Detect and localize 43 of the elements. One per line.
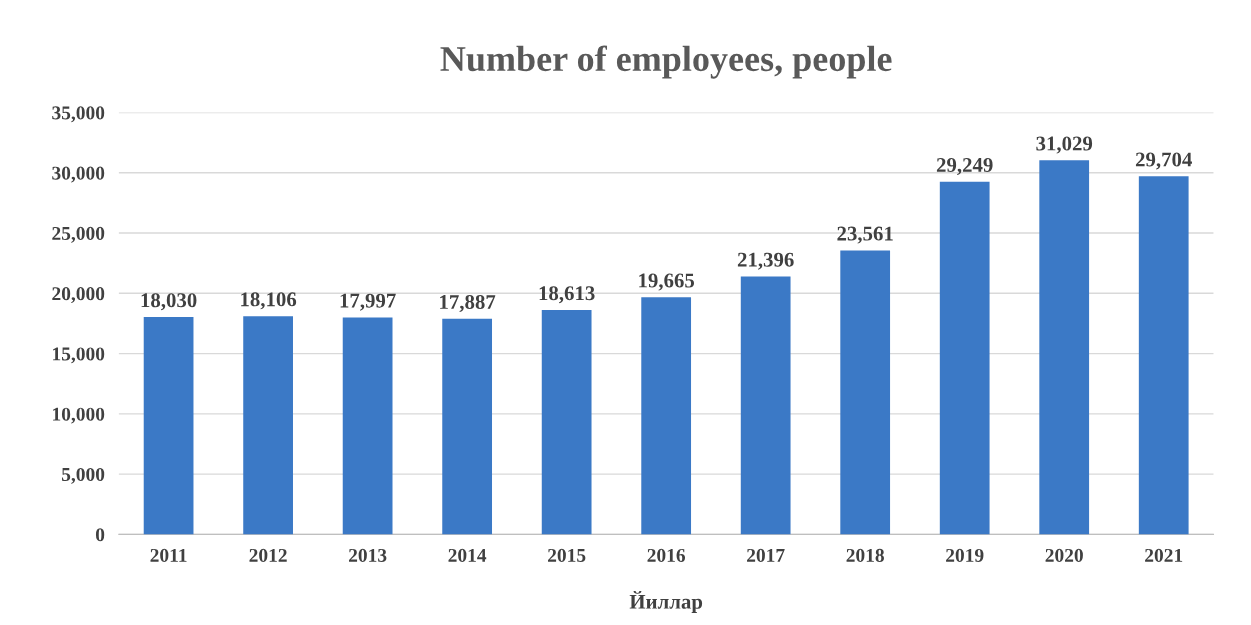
y-tick-label: 20,000: [52, 287, 105, 304]
data-label: 29,249: [936, 158, 993, 176]
bar: [243, 316, 293, 535]
data-label: 17,997: [340, 293, 396, 311]
bar: [1138, 176, 1189, 535]
bar: [1039, 160, 1090, 535]
y-tick-label: 5,000: [61, 467, 105, 484]
x-axis-title: Йиллар: [629, 590, 703, 614]
data-label: 21,396: [737, 252, 794, 270]
bar: [840, 250, 891, 535]
y-tick-label: 0: [95, 528, 105, 542]
x-tick-label: 2017: [747, 548, 785, 562]
bar: [143, 317, 194, 535]
bar: [939, 181, 990, 535]
data-label: 18,106: [241, 292, 297, 310]
data-label: 31,029: [1036, 136, 1093, 154]
x-tick-label: 2013: [349, 548, 387, 562]
x-tick-label: 2012: [249, 548, 287, 562]
y-tick-label: 10,000: [53, 407, 105, 424]
x-tick-label: 2019: [946, 548, 984, 562]
data-label: 17,887: [440, 294, 496, 313]
x-tick-label: 2014: [448, 548, 487, 562]
bar: [740, 276, 791, 535]
bar: [342, 317, 393, 535]
data-label: 18,613: [539, 286, 595, 304]
y-tick-label: 30,000: [52, 166, 105, 183]
chart-title: Number of employees, people: [440, 45, 892, 79]
data-label: 18,030: [141, 293, 197, 311]
bar: [541, 310, 592, 535]
bar: [442, 318, 493, 535]
x-tick-label: 2015: [548, 548, 586, 562]
data-label: 23,561: [837, 226, 893, 244]
y-tick-label: 25,000: [52, 226, 105, 243]
bar: [641, 297, 692, 535]
x-tick-label: 2018: [846, 548, 884, 562]
x-tick-label: 2021: [1145, 548, 1183, 562]
x-tick-label: 2011: [150, 548, 187, 562]
y-tick-label: 35,000: [52, 106, 105, 123]
x-tick-label: 2016: [647, 548, 686, 562]
data-label: 29,704: [1135, 152, 1192, 170]
x-tick-label: 2020: [1045, 548, 1083, 562]
data-label: 19,665: [639, 273, 695, 291]
y-tick-label: 15,000: [53, 347, 105, 364]
